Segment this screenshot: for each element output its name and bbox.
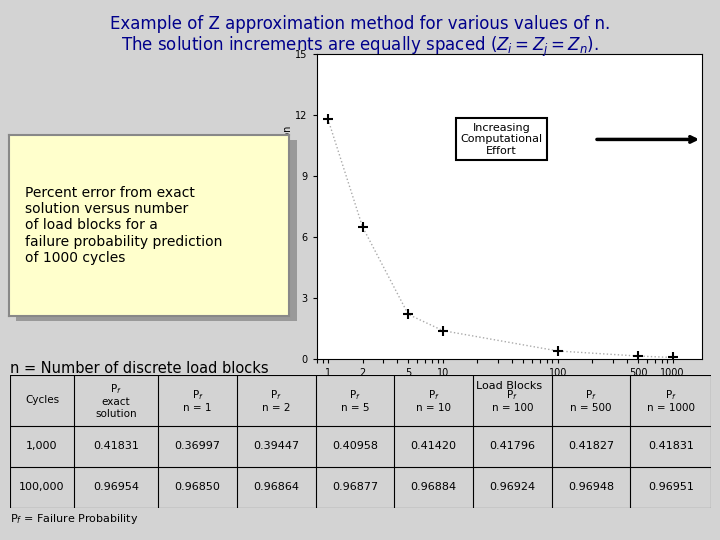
Text: P$_f$
n = 2: P$_f$ n = 2 (262, 388, 290, 413)
Text: 0.96948: 0.96948 (568, 482, 614, 492)
Text: 0.41831: 0.41831 (648, 441, 694, 451)
Text: n = Number of discrete load blocks: n = Number of discrete load blocks (10, 361, 269, 376)
Text: P$_f$
n = 1000: P$_f$ n = 1000 (647, 388, 695, 413)
Text: P$_f$
n = 500: P$_f$ n = 500 (570, 388, 612, 413)
Y-axis label: Percent Error from Exact Solution: Percent Error from Exact Solution (283, 125, 292, 288)
Text: 0.39447: 0.39447 (253, 441, 300, 451)
Text: P$_f$
n = 1: P$_f$ n = 1 (183, 388, 212, 413)
Text: P$_f$
exact
solution: P$_f$ exact solution (95, 382, 137, 419)
Text: Cycles: Cycles (25, 395, 59, 406)
Text: Increasing
Computational
Effort: Increasing Computational Effort (461, 123, 543, 156)
Text: 0.41420: 0.41420 (410, 441, 456, 451)
Text: 0.96850: 0.96850 (174, 482, 220, 492)
Text: 0.96924: 0.96924 (489, 482, 536, 492)
Text: 100,000: 100,000 (19, 482, 65, 492)
Text: 0.41827: 0.41827 (568, 441, 614, 451)
Text: 0.96884: 0.96884 (410, 482, 456, 492)
Text: 0.96954: 0.96954 (93, 482, 139, 492)
Text: P$_f$
n = 100: P$_f$ n = 100 (492, 388, 533, 413)
Text: Percent error from exact
solution versus number
of load blocks for a
failure pro: Percent error from exact solution versus… (25, 186, 223, 265)
Text: P$_f$
n = 5: P$_f$ n = 5 (341, 388, 369, 413)
Text: 0.41831: 0.41831 (93, 441, 139, 451)
Text: P$_f$ = Failure Probability: P$_f$ = Failure Probability (10, 512, 139, 526)
Text: P$_f$
n = 10: P$_f$ n = 10 (416, 388, 451, 413)
Text: 1,000: 1,000 (26, 441, 58, 451)
Text: The solution increments are equally spaced $(Z_i = Z_j= Z_n)$.: The solution increments are equally spac… (121, 35, 599, 59)
Text: 0.40958: 0.40958 (332, 441, 378, 451)
Text: Example of Z approximation method for various values of n.: Example of Z approximation method for va… (110, 15, 610, 33)
Text: 0.96951: 0.96951 (648, 482, 694, 492)
Text: 0.96877: 0.96877 (332, 482, 378, 492)
X-axis label: Load Blocks: Load Blocks (477, 381, 542, 391)
Text: 0.41796: 0.41796 (490, 441, 535, 451)
Text: 0.36997: 0.36997 (174, 441, 220, 451)
Text: 0.96864: 0.96864 (253, 482, 300, 492)
